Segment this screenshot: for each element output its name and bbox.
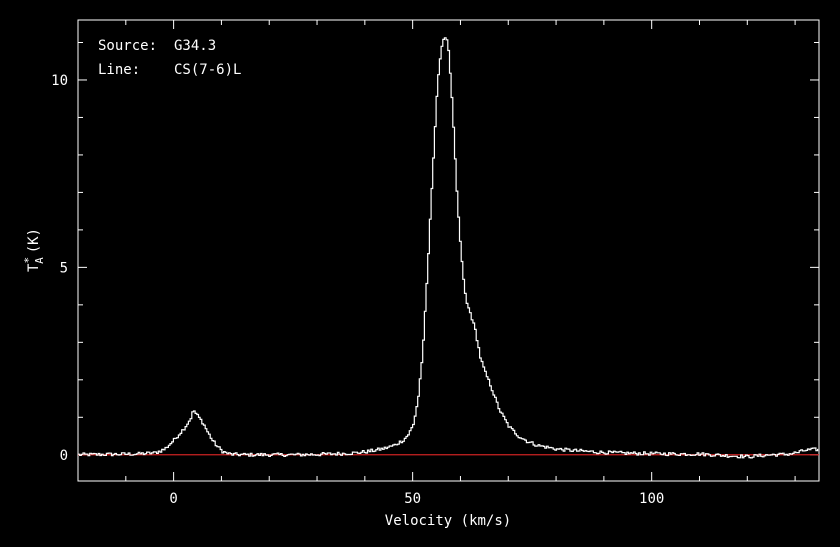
- axis-ticks: [77, 20, 819, 481]
- x-tick-label: 50: [404, 491, 421, 507]
- svg-text:T*A(K): T*A (K): [22, 228, 46, 272]
- y-tick-labels: 0 5 10: [51, 73, 68, 464]
- y-tick-label: 5: [60, 260, 68, 276]
- plot-frame: [77, 19, 820, 482]
- y-axis-label-symbol: T: [26, 263, 42, 272]
- y-axis-label-unit: (K): [26, 228, 42, 253]
- y-tick-label: 0: [60, 448, 68, 464]
- x-axis-label: Velocity (km/s): [385, 513, 511, 529]
- y-tick-label: 10: [51, 73, 68, 89]
- y-axis-label-subscript: A: [33, 257, 46, 264]
- source-value: G34.3: [174, 38, 216, 54]
- x-tick-label: 0: [169, 491, 177, 507]
- y-axis-label: T*A (K): [22, 228, 46, 272]
- x-tick-labels: 0 50 100: [169, 491, 664, 507]
- y-axis-label-superscript: *: [22, 257, 35, 264]
- source-label: Source:: [98, 38, 157, 54]
- line-label: Line:: [98, 62, 140, 78]
- spectrum-series-line: [78, 37, 819, 459]
- line-value: CS(7-6)L: [174, 62, 241, 78]
- x-tick-label: 100: [639, 491, 664, 507]
